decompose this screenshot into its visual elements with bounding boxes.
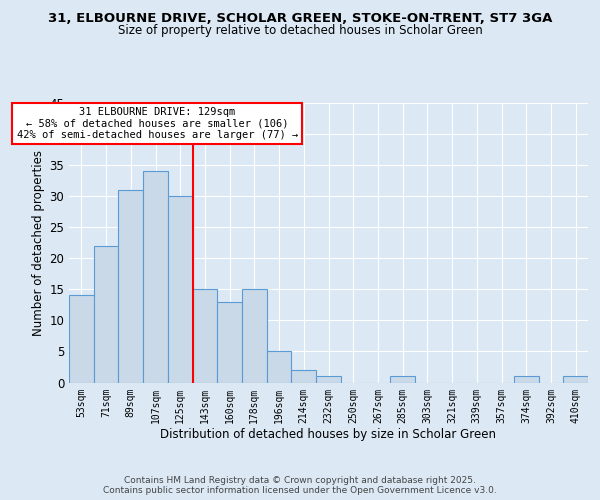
X-axis label: Distribution of detached houses by size in Scholar Green: Distribution of detached houses by size …: [161, 428, 497, 441]
Bar: [390, 376, 415, 382]
Text: Size of property relative to detached houses in Scholar Green: Size of property relative to detached ho…: [118, 24, 482, 37]
Bar: [193, 289, 217, 382]
Text: 31 ELBOURNE DRIVE: 129sqm
← 58% of detached houses are smaller (106)
42% of semi: 31 ELBOURNE DRIVE: 129sqm ← 58% of detac…: [17, 106, 298, 140]
Bar: [292, 370, 316, 382]
Text: Contains HM Land Registry data © Crown copyright and database right 2025.: Contains HM Land Registry data © Crown c…: [124, 476, 476, 485]
Bar: [242, 289, 267, 382]
Text: 31, ELBOURNE DRIVE, SCHOLAR GREEN, STOKE-ON-TRENT, ST7 3GA: 31, ELBOURNE DRIVE, SCHOLAR GREEN, STOKE…: [48, 12, 552, 26]
Bar: [563, 376, 588, 382]
Bar: [118, 190, 143, 382]
Bar: [217, 302, 242, 382]
Bar: [316, 376, 341, 382]
Bar: [94, 246, 118, 382]
Bar: [168, 196, 193, 382]
Bar: [143, 171, 168, 382]
Bar: [69, 296, 94, 382]
Bar: [514, 376, 539, 382]
Y-axis label: Number of detached properties: Number of detached properties: [32, 150, 45, 336]
Bar: [267, 352, 292, 382]
Text: Contains public sector information licensed under the Open Government Licence v3: Contains public sector information licen…: [103, 486, 497, 495]
